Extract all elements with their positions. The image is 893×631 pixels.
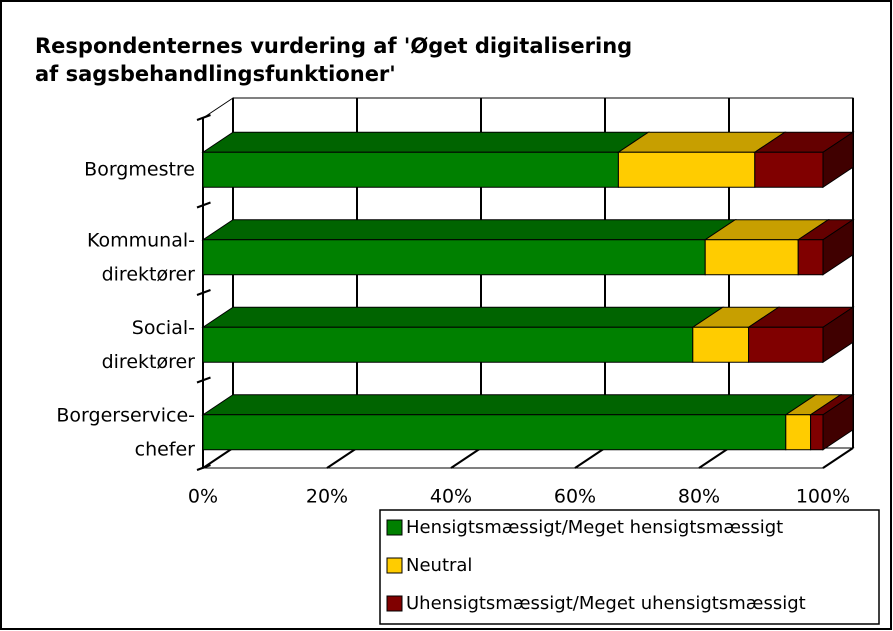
legend-swatch [386, 557, 403, 574]
chart-title: Respondenternes vurdering af 'Øget digit… [35, 34, 632, 86]
bar [617, 151, 756, 188]
bar-top [201, 131, 651, 153]
bar-side [822, 306, 854, 364]
x-tick-label: 0% [188, 486, 218, 508]
y-tick-label: Borgerservice-chefer [56, 404, 195, 460]
y-tick-label: Kommunal-direktører [87, 229, 195, 285]
y-tick [196, 464, 211, 471]
bar [704, 239, 799, 276]
y-tick [196, 289, 211, 296]
bar-side [822, 393, 854, 451]
bar [692, 326, 750, 363]
legend-swatch [386, 519, 403, 536]
floor [201, 447, 855, 469]
bar [810, 414, 824, 451]
bar [202, 151, 619, 188]
bar [202, 326, 694, 363]
x-tick-label: 20% [306, 486, 348, 508]
floor-grid-line [326, 447, 358, 469]
floor-grid-line [822, 447, 854, 469]
floor-grid-line [202, 447, 234, 469]
bar-top [201, 219, 737, 241]
x-tick-label: 60% [554, 486, 596, 508]
bar [748, 326, 824, 363]
bar [785, 414, 812, 451]
y-tick [196, 376, 211, 384]
bar [202, 239, 706, 276]
legend-label: Uhensigtsmæssigt/Meget uhensigtsmæssigt [406, 593, 806, 614]
bar-top [201, 394, 818, 416]
x-tick-label: 100% [796, 486, 850, 508]
y-tick [196, 201, 211, 209]
legend-swatch [386, 595, 403, 612]
legend-label: Neutral [406, 555, 472, 576]
floor-grid-line [574, 447, 606, 469]
bar [202, 414, 787, 451]
bar [797, 239, 824, 276]
bar [754, 151, 824, 188]
y-tick [196, 114, 211, 121]
bar-top [201, 306, 725, 328]
legend-box [379, 509, 880, 625]
bar-side [822, 218, 854, 276]
legend-label: Hensigtsmæssigt/Meget hensigtsmæssigt [406, 517, 783, 538]
x-tick-label: 40% [430, 486, 472, 508]
y-tick-label: Social-direktører [102, 316, 196, 372]
y-tick-label: Borgmestre [84, 158, 195, 180]
bar-side [822, 131, 854, 189]
floor-grid-line [698, 447, 730, 469]
x-tick-label: 80% [678, 486, 720, 508]
floor-grid-line [450, 447, 482, 469]
